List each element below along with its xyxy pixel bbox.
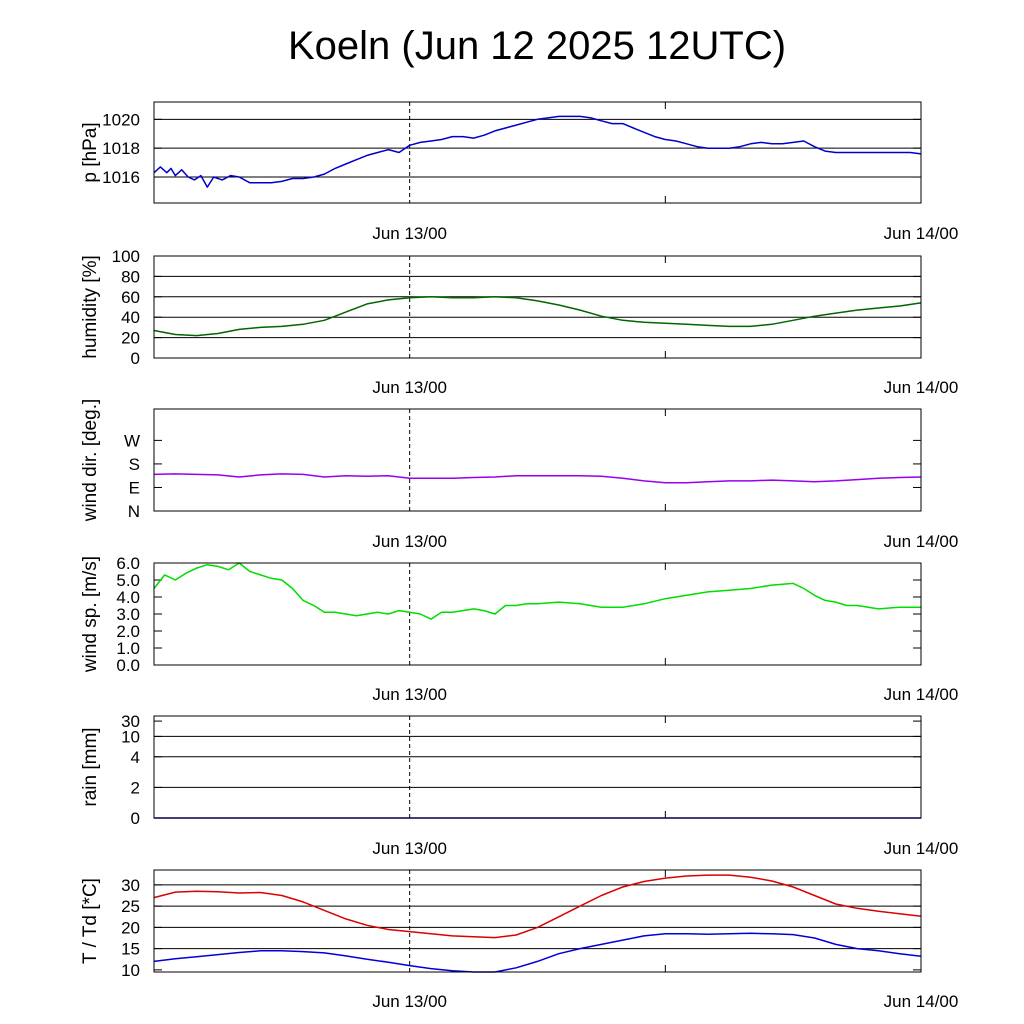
y-tick-label: 30 (121, 712, 140, 731)
panel-frame (153, 562, 922, 666)
x-tick-label: Jun 14/00 (884, 378, 959, 397)
series-line (153, 473, 922, 484)
y-tick-label: 60 (121, 288, 140, 307)
y-tick-label: 100 (112, 247, 140, 266)
y-tick-label: 4 (131, 748, 140, 767)
y-tick-label: 0 (131, 349, 140, 368)
y-tick-label: E (129, 478, 140, 497)
x-tick-label: Jun 14/00 (884, 992, 959, 1011)
y-tick-label: N (128, 502, 140, 521)
x-tick-label: Jun 14/00 (884, 839, 959, 858)
y-tick-label: 2.0 (116, 622, 140, 641)
x-tick-label: Jun 13/00 (372, 992, 447, 1011)
y-tick-label: 6.0 (116, 554, 140, 573)
y-tick-label: S (129, 455, 140, 474)
y-tick-label: 2 (131, 778, 140, 797)
y-tick-label: 5.0 (116, 571, 140, 590)
x-tick-label: Jun 13/00 (372, 224, 447, 243)
series-line (153, 562, 921, 620)
y-tick-label: 4.0 (116, 588, 140, 607)
y-tick-label: 80 (121, 267, 140, 286)
series-line (153, 115, 922, 188)
x-tick-label: Jun 14/00 (884, 685, 959, 704)
y-axis-label: humidity [%] (80, 255, 101, 358)
y-tick-label: 0.0 (116, 656, 140, 675)
panel-frame (153, 255, 922, 359)
y-tick-label: 25 (121, 897, 140, 916)
y-tick-label: 1018 (102, 139, 140, 158)
y-tick-label: 10 (121, 961, 140, 980)
series-line (153, 874, 922, 939)
x-tick-label: Jun 14/00 (884, 532, 959, 551)
panel-frame (153, 408, 922, 512)
y-tick-label: 1020 (102, 110, 140, 129)
x-tick-label: Jun 13/00 (372, 378, 447, 397)
y-tick-label: 1.0 (116, 639, 140, 658)
y-axis-label: wind sp. [m/s] (80, 556, 101, 673)
y-tick-label: 20 (121, 918, 140, 937)
y-axis-label: T / Td [*C] (80, 878, 101, 964)
y-tick-label: 0 (131, 809, 140, 828)
y-axis-label: p [hPa] (80, 122, 101, 182)
chart-title: Koeln (Jun 12 2025 12UTC) (287, 24, 787, 68)
x-tick-label: Jun 13/00 (372, 532, 447, 551)
y-tick-label: 1016 (102, 168, 140, 187)
y-axis-label: wind dir. [deg.] (80, 399, 101, 523)
panel-frame (153, 869, 922, 973)
y-tick-label: 40 (121, 308, 140, 327)
x-tick-label: Jun 13/00 (372, 839, 447, 858)
series-line (153, 932, 922, 973)
y-tick-label: 15 (121, 940, 140, 959)
y-tick-label: 10 (121, 727, 140, 746)
panel-frame (153, 101, 922, 204)
x-tick-label: Jun 14/00 (884, 224, 959, 243)
y-axis-label: rain [mm] (80, 727, 101, 806)
series-line (153, 296, 922, 337)
y-tick-label: 3.0 (116, 605, 140, 624)
y-tick-label: 30 (121, 876, 140, 895)
panel-frame (153, 715, 922, 819)
y-tick-label: 20 (121, 329, 140, 348)
y-tick-label: W (124, 431, 140, 450)
x-tick-label: Jun 13/00 (372, 685, 447, 704)
